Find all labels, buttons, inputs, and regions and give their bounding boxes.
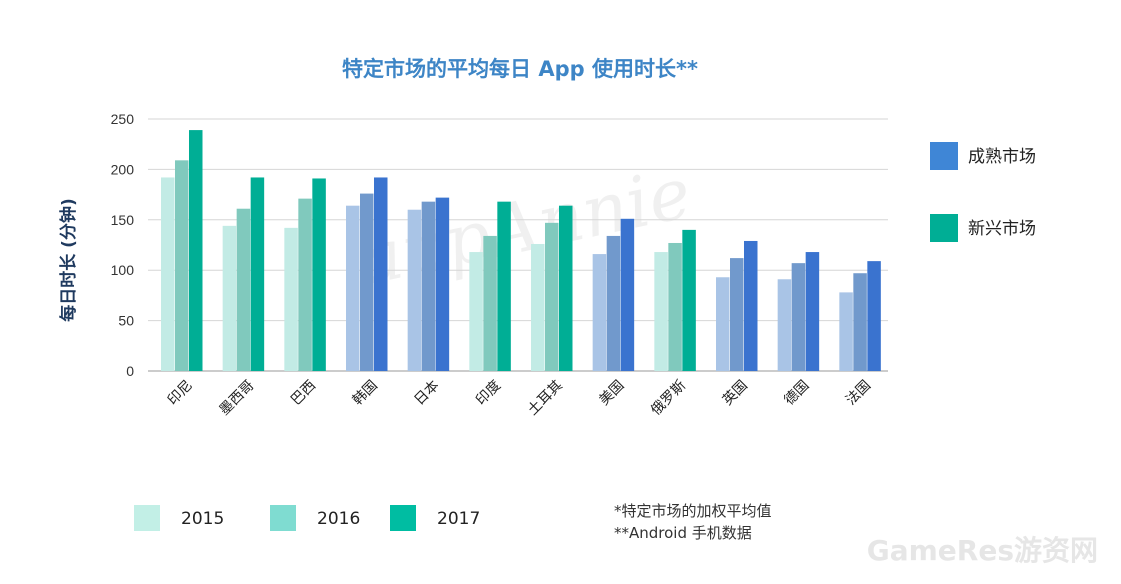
legend-swatch <box>930 142 958 170</box>
year-legend: 2015 2016 2017 <box>134 505 480 531</box>
year-legend-label: 2017 <box>437 509 480 529</box>
bar <box>545 222 559 371</box>
bar <box>312 178 326 371</box>
category-label: 印度 <box>473 378 504 409</box>
year-legend-swatch <box>270 505 296 531</box>
category-label: 美国 <box>596 378 627 409</box>
bar <box>668 242 682 371</box>
legend-swatch <box>930 214 958 242</box>
bar <box>682 229 696 371</box>
category-label: 土耳其 <box>525 378 566 419</box>
bar <box>744 240 758 371</box>
y-axis-label: 每日时长 (分钟) <box>58 198 79 321</box>
bar <box>531 243 545 371</box>
bar <box>161 177 175 371</box>
bar <box>374 177 388 371</box>
chart-title: 特定市场的平均每日 App 使用时长** <box>342 57 698 81</box>
category-label: 巴西 <box>288 378 319 409</box>
bar <box>222 225 237 371</box>
year-legend-swatch <box>390 505 416 531</box>
legend-label: 成熟市场 <box>968 146 1036 167</box>
category-label: 印尼 <box>165 378 196 409</box>
category-labels: 印尼 墨西哥 巴西 韩国 日本 印度 土耳其 美国 俄罗斯 英国 德国 法国 <box>165 377 874 419</box>
footnote-weighted-average: *特定市场的加权平均值 <box>614 502 772 520</box>
corner-watermark: GameRes游资网 <box>867 534 1098 567</box>
year-legend-label: 2015 <box>181 509 224 529</box>
bar <box>839 292 853 371</box>
y-tick-label: 0 <box>126 363 134 379</box>
bar <box>654 252 668 371</box>
bars <box>161 130 881 371</box>
bar <box>559 205 573 371</box>
bar <box>497 201 511 371</box>
y-tick-label: 50 <box>118 313 134 329</box>
bar <box>250 177 265 371</box>
category-label: 墨西哥 <box>216 378 257 419</box>
y-tick-label: 200 <box>111 161 135 177</box>
bar <box>791 263 806 371</box>
bar <box>592 254 607 371</box>
bar <box>469 252 483 371</box>
bar <box>346 205 360 371</box>
category-label: 德国 <box>781 378 812 409</box>
footnote-android-data: **Android 手机数据 <box>614 524 752 542</box>
y-tick-label: 250 <box>111 111 135 127</box>
gridlines <box>148 118 888 372</box>
y-tick-label: 100 <box>111 262 135 278</box>
bar <box>620 218 635 371</box>
bar <box>360 193 374 371</box>
y-tick-label: 150 <box>111 212 135 228</box>
bar <box>483 235 497 371</box>
category-label: 法国 <box>843 378 874 409</box>
bar <box>435 197 450 371</box>
category-label: 日本 <box>411 378 442 409</box>
bar <box>867 261 881 371</box>
year-legend-label: 2016 <box>317 509 360 529</box>
bar <box>777 279 792 371</box>
legend-label: 新兴市场 <box>968 219 1036 239</box>
bar <box>189 130 203 371</box>
bar <box>805 252 820 371</box>
bar <box>175 160 189 371</box>
y-tick-labels: 0 50 100 150 200 250 <box>111 111 135 379</box>
category-label: 俄罗斯 <box>648 378 689 419</box>
bar <box>284 227 298 371</box>
year-legend-swatch <box>134 505 160 531</box>
bar <box>606 235 621 371</box>
category-label: 韩国 <box>350 378 381 409</box>
watermark: appAnnie <box>352 152 698 302</box>
bar <box>730 258 744 371</box>
bar <box>236 208 251 371</box>
bar <box>298 198 312 371</box>
bar <box>407 209 422 371</box>
category-label: 英国 <box>719 377 751 409</box>
bar <box>716 277 730 371</box>
bar <box>853 273 867 371</box>
bar <box>421 201 436 371</box>
